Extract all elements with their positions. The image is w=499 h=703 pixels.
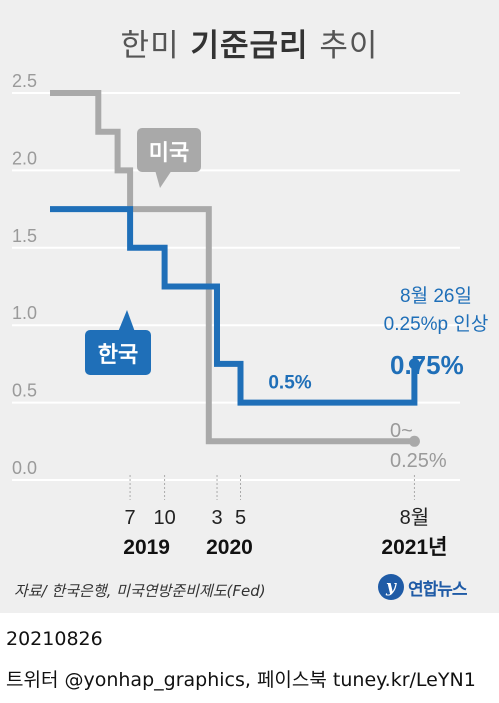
- us-end-value-line2: 0.25%: [390, 450, 447, 472]
- x-tick-label: 10: [153, 507, 175, 529]
- source-note: 자료/ 한국은행, 미국연방준비제도(Fed): [14, 582, 266, 600]
- us-rate-line: [50, 90, 415, 445]
- korea-series-label: 한국: [98, 343, 138, 368]
- us-end-value-line1: 0~: [390, 420, 413, 442]
- hike-date-annotation: 8월 26일: [400, 285, 472, 307]
- x-year-label: 2020: [206, 536, 253, 559]
- chart-title: 한미 기준금리 추이: [0, 20, 499, 65]
- x-tick-label: 5: [235, 507, 246, 529]
- publish-date: 20210826: [6, 628, 103, 650]
- us-callout-tail: [155, 170, 172, 188]
- yonhap-logo: y 연합뉴스: [378, 574, 468, 600]
- korea-callout-box: [85, 330, 151, 375]
- korea-callout-tail: [118, 310, 135, 332]
- korea-rate-line: [50, 206, 418, 406]
- yonhap-logo-text: 연합뉴스: [408, 579, 468, 600]
- korea-end-point: [408, 358, 420, 370]
- x-tick-label: 7: [125, 507, 136, 529]
- social-links: 트위터 @yonhap_graphics, 페이스북 tuney.kr/LeYN…: [6, 669, 476, 691]
- x-year-label: 2019: [123, 536, 170, 559]
- us-end-point: [408, 435, 420, 447]
- y-tick-label: 1.0: [12, 303, 37, 323]
- x-tick-label: 8월: [400, 506, 430, 529]
- title-part-b: 추이: [308, 28, 379, 64]
- yonhap-logo-icon: y: [378, 574, 404, 600]
- korea-mid-value: 0.5%: [268, 373, 311, 394]
- y-tick-label: 0.0: [12, 458, 37, 478]
- hike-amount-annotation: 0.25%p 인상: [384, 313, 489, 335]
- y-tick-label: 2.5: [12, 71, 37, 91]
- x-year-label: 2021년: [381, 536, 447, 559]
- korea-callout: 한국: [85, 310, 151, 375]
- korea-end-value: 0.75%: [390, 350, 464, 380]
- title-bold: 기준금리: [190, 28, 309, 64]
- us-series-label: 미국: [149, 141, 189, 166]
- y-tick-label: 0.5: [12, 381, 37, 401]
- title-part-a: 한미: [120, 28, 191, 64]
- y-tick-label: 1.5: [12, 226, 37, 246]
- x-tick-label: 3: [211, 507, 222, 529]
- us-callout-box: [137, 128, 201, 172]
- us-callout: 미국: [137, 128, 201, 188]
- y-tick-label: 2.0: [12, 148, 37, 168]
